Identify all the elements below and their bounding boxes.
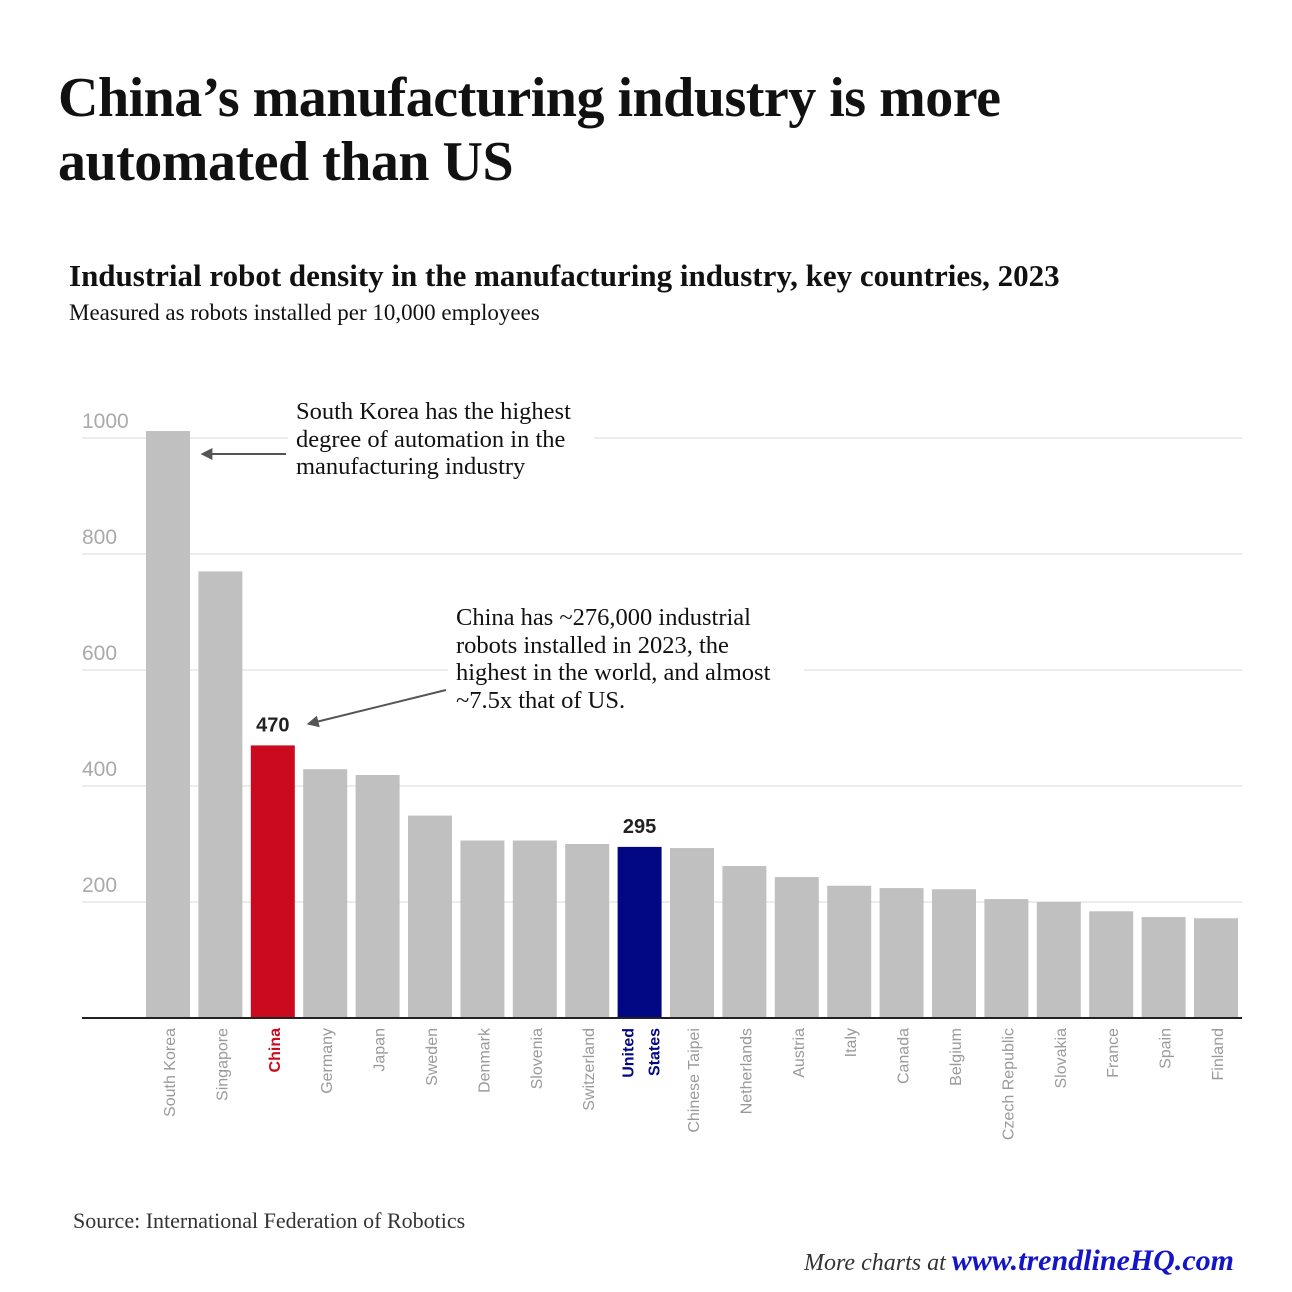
x-tick-label: Finland [1210,1028,1227,1080]
x-tick-label: States [647,1028,664,1076]
y-tick-label: 1000 [82,410,129,433]
footer-prefix: More charts at [803,1250,952,1276]
x-tick-label: Switzerland [581,1028,598,1111]
y-tick-label: 400 [82,758,117,781]
chart-title: Industrial robot density in the manufact… [69,258,1060,293]
x-tick-label: Czech Republic [1000,1028,1017,1140]
bar-singapore [198,571,243,1018]
annotation-south-korea: South Korea has the highest degree of au… [288,398,594,481]
x-tick-label: Netherlands [738,1028,755,1114]
data-label: 295 [623,816,656,838]
page-title: China’s manufacturing industry is more a… [58,67,1001,193]
bar-japan [355,774,400,1018]
bar-canada [879,888,924,1018]
bar-spain [1141,917,1186,1018]
bar-belgium [932,889,976,1018]
x-tick-label: Germany [319,1028,336,1094]
x-tick-label: Canada [896,1028,913,1084]
bar-sweden [408,815,452,1018]
x-tick-label: Slovakia [1053,1028,1070,1089]
bar-austria [774,877,819,1018]
x-tick-label: Denmark [476,1027,493,1093]
bar-slovenia [512,840,557,1018]
x-tick-label: Austria [791,1028,808,1078]
x-tick-label: Belgium [948,1028,965,1086]
x-tick-label: Slovenia [529,1028,546,1089]
y-tick-label: 200 [82,874,117,897]
source-note: Source: International Federation of Robo… [73,1208,466,1233]
footer: More charts at www.trendlineHQ.com [804,1244,1234,1278]
bar-china [250,745,295,1018]
bar-finland [1194,918,1238,1018]
bar-denmark [460,840,505,1018]
x-tick-label: South Korea [162,1028,179,1117]
x-tick-label: Spain [1158,1028,1175,1069]
bar-chinese-taipei [670,848,714,1018]
x-tick-label: Chinese Taipei [686,1028,703,1133]
bar-germany [303,769,348,1018]
x-tick-label: France [1105,1028,1122,1078]
bar-united-states [617,846,662,1018]
annotation-china: China has ~276,000 industrial robots ins… [448,604,804,714]
x-tick-label: United [621,1028,638,1078]
chart-subtitle: Measured as robots installed per 10,000 … [69,300,540,325]
bar-south-korea [146,431,190,1018]
x-tick-label: Italy [843,1028,860,1057]
bar-france [1089,911,1134,1018]
website-link[interactable]: www.trendlineHQ.com [951,1244,1234,1277]
y-tick-label: 800 [82,526,117,549]
x-tick-label: Japan [372,1028,389,1072]
bar-czech-republic [984,899,1029,1018]
bar-italy [827,885,872,1018]
data-label: 470 [256,714,289,736]
bar-slovakia [1036,902,1081,1018]
x-tick-label: Sweden [424,1028,441,1086]
x-tick-label: Singapore [214,1028,231,1101]
x-tick-label: China [267,1028,284,1073]
arrow-china [306,689,447,728]
bar-netherlands [722,866,767,1018]
y-tick-label: 600 [82,642,117,665]
bar-switzerland [565,844,610,1018]
